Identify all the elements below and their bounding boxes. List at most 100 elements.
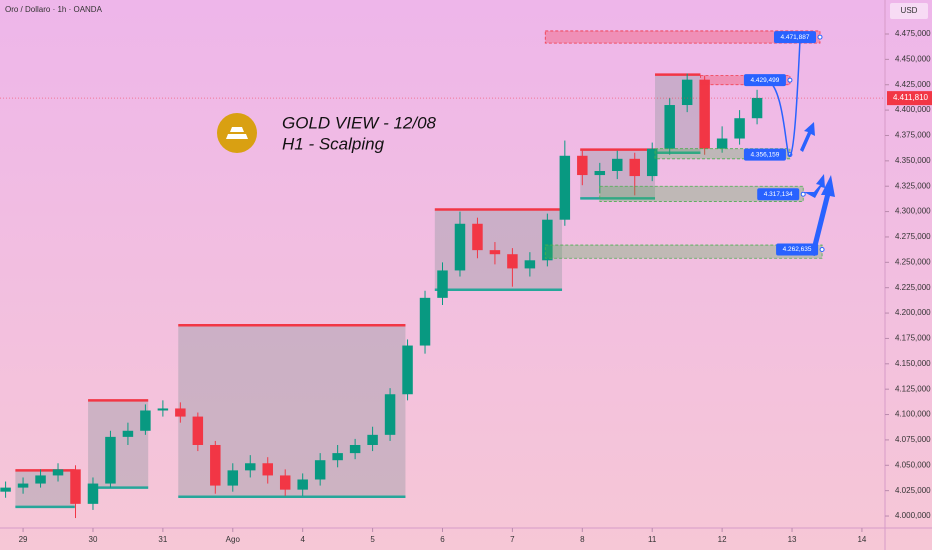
- y-tick-label: 4.050,000: [895, 460, 931, 469]
- level-label: 4.262,635: [783, 246, 812, 253]
- candle-body: [105, 436, 116, 484]
- x-tick-label: 12: [718, 535, 727, 544]
- level-zone: [654, 148, 791, 160]
- candle-body: [87, 483, 99, 504]
- candle-body: [279, 475, 291, 490]
- candle-body: [664, 105, 675, 149]
- y-tick-label: 4.025,000: [895, 486, 931, 495]
- candle-body: [175, 408, 186, 417]
- candle-body: [157, 408, 169, 411]
- y-tick-label: 4.350,000: [895, 156, 931, 165]
- level-label: 4.471,887: [781, 34, 810, 41]
- candle-body: [734, 118, 745, 139]
- level-label-box: [743, 148, 786, 161]
- currency: USD: [901, 6, 918, 15]
- y-tick-label: 4.200,000: [895, 308, 931, 317]
- candle-body: [699, 79, 710, 149]
- range-box: [655, 74, 701, 153]
- arrow: [800, 122, 815, 152]
- y-tick-label: 4.000,000: [895, 511, 931, 520]
- y-tick-label: 4.125,000: [895, 384, 931, 393]
- candle-body: [314, 460, 326, 480]
- level-handle: [800, 191, 806, 197]
- candle-body: [507, 254, 518, 269]
- x-tick-label: 14: [857, 535, 866, 544]
- y-tick-label: 4.450,000: [895, 54, 931, 63]
- level-handle: [787, 77, 793, 83]
- candle-body: [332, 453, 343, 461]
- x-tick-label: 4: [300, 535, 305, 544]
- y-tick-label: 4.225,000: [895, 283, 931, 292]
- x-tick-label: 8: [580, 535, 585, 544]
- candle-body: [646, 148, 658, 177]
- candle-body: [367, 434, 378, 445]
- candle-body: [192, 416, 204, 445]
- candle-body: [612, 158, 623, 171]
- level-handle: [819, 247, 825, 253]
- candle-body: [227, 470, 239, 486]
- candle-body: [489, 250, 501, 255]
- candle-body: [751, 97, 763, 119]
- candle-body: [594, 170, 606, 176]
- level-label-box: [773, 31, 816, 44]
- level-label-box: [776, 243, 819, 256]
- y-tick-label: 4.175,000: [895, 334, 931, 343]
- candle-body: [716, 138, 728, 149]
- candle-body: [542, 219, 553, 261]
- candle-body: [262, 463, 273, 476]
- annotation-subtitle: H1 - Scalping: [282, 134, 385, 153]
- y-tick-label: 4.375,000: [895, 131, 931, 140]
- y-tick-label: 4.425,000: [895, 80, 931, 89]
- level-zone: [544, 244, 823, 259]
- currency-box: [890, 3, 928, 19]
- logo-icon: [226, 127, 248, 139]
- x-tick-label: 13: [788, 535, 797, 544]
- candle-body: [0, 487, 11, 492]
- candle-body: [524, 260, 536, 269]
- y-tick-label: 4.250,000: [895, 257, 931, 266]
- level-label-box: [757, 188, 800, 201]
- y-tick-label: 4.075,000: [895, 435, 931, 444]
- candle-body: [210, 444, 221, 486]
- x-tick-label: 29: [19, 535, 28, 544]
- x-tick-label: 11: [648, 535, 657, 544]
- y-tick-label: 4.325,000: [895, 181, 931, 190]
- range-box: [88, 400, 149, 488]
- y-tick-label: 4.150,000: [895, 359, 931, 368]
- candle-body: [419, 297, 431, 346]
- candle-body: [454, 223, 466, 271]
- logo: [217, 113, 257, 153]
- last-price-box: [887, 91, 932, 106]
- x-tick-label: 30: [89, 535, 98, 544]
- candle-body: [140, 410, 151, 431]
- level-label: 4.356,159: [750, 151, 779, 158]
- x-tick-label: 31: [158, 535, 167, 544]
- arrow: [804, 174, 825, 198]
- x-tick-label: 5: [370, 535, 375, 544]
- candle-body: [349, 444, 361, 454]
- candle-body: [70, 469, 81, 504]
- candle-body: [52, 469, 64, 476]
- candle-body: [681, 79, 693, 106]
- annotation-title: GOLD VIEW - 12/08: [282, 113, 437, 132]
- y-tick-label: 4.400,000: [895, 105, 931, 114]
- candle-body: [35, 475, 46, 484]
- candle-body: [245, 463, 256, 471]
- candle-body: [577, 155, 588, 176]
- candle-body: [402, 345, 413, 395]
- y-tick-label: 4.475,000: [895, 29, 931, 38]
- x-tick-label: Ago: [226, 535, 241, 544]
- projection-path: [769, 39, 801, 157]
- x-tick-label: 7: [510, 535, 515, 544]
- level-label: 4.429,499: [750, 77, 779, 84]
- y-tick-label: 4.275,000: [895, 232, 931, 241]
- y-tick-label: 4.300,000: [895, 207, 931, 216]
- y-tick-label: 4.100,000: [895, 410, 931, 419]
- candle-body: [122, 430, 134, 437]
- chart-title: Oro / Dollaro · 1h · OANDA: [5, 5, 103, 14]
- candle-body: [629, 158, 640, 177]
- last-price-label: 4.411,810: [893, 93, 929, 102]
- candle-body: [17, 483, 29, 488]
- candle-body: [384, 394, 396, 435]
